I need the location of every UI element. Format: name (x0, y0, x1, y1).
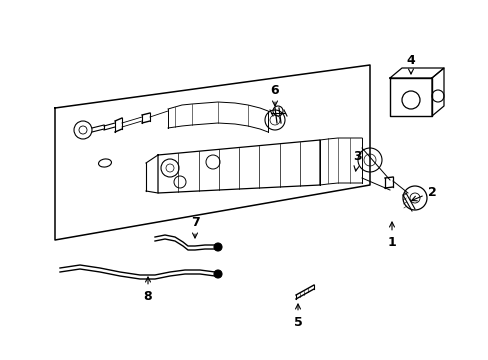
Text: 5: 5 (293, 304, 302, 328)
Circle shape (214, 243, 222, 251)
Text: 1: 1 (387, 222, 396, 248)
Text: 7: 7 (190, 216, 199, 238)
Text: 2: 2 (411, 185, 435, 201)
Circle shape (214, 270, 222, 278)
Text: 8: 8 (143, 277, 152, 302)
Text: 4: 4 (406, 54, 414, 74)
Text: 6: 6 (270, 84, 279, 106)
Text: 3: 3 (353, 150, 362, 171)
